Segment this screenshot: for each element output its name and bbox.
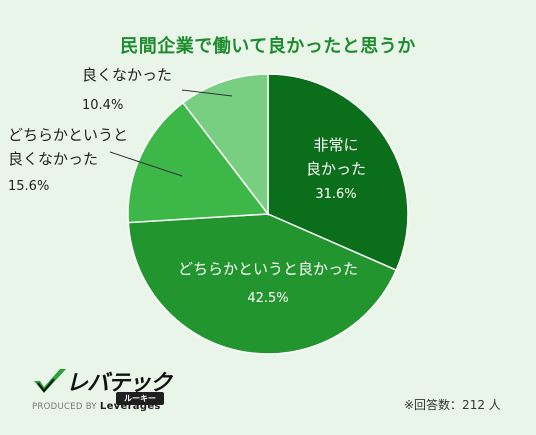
slice-value-2: 42.5% xyxy=(247,291,288,306)
checkmark-logo-icon xyxy=(34,369,66,393)
leader-line-4 xyxy=(181,89,233,97)
pie-slice-1 xyxy=(267,73,409,272)
slice-value-3: 15.6% xyxy=(8,179,49,194)
brand-sub: ルーキー xyxy=(116,392,164,405)
slice-label-1: 非常に xyxy=(313,136,358,154)
slice-label-1: 良かった xyxy=(306,160,366,178)
slice-value-1: 31.6% xyxy=(315,187,356,202)
produced-by-label: PRODUCED BY xyxy=(32,402,97,412)
brand-name: レバテック xyxy=(66,371,172,396)
pie-slice-4 xyxy=(181,73,269,217)
slice-label-3: どちらかというと xyxy=(8,126,128,144)
slice-label-2: どちらかというと良かった xyxy=(178,260,358,278)
leader-line-3 xyxy=(109,151,183,177)
slice-label-3: 良くなかった xyxy=(8,150,98,168)
produced-by: PRODUCED BY Leverages xyxy=(32,401,161,412)
chart-title: 民間企業で働いて良かったと思うか xyxy=(120,36,416,57)
slice-label-4: 良くなかった xyxy=(82,66,172,84)
pie-slice-2 xyxy=(127,213,398,355)
pie-slice-3 xyxy=(127,101,270,224)
brand-logo: レバテック ルーキー PRODUCED BY Leverages xyxy=(28,365,188,413)
produced-company: Leverages xyxy=(99,401,161,412)
response-count-note: ※回答数：212 人 xyxy=(404,398,501,412)
slice-value-4: 10.4% xyxy=(82,98,123,113)
